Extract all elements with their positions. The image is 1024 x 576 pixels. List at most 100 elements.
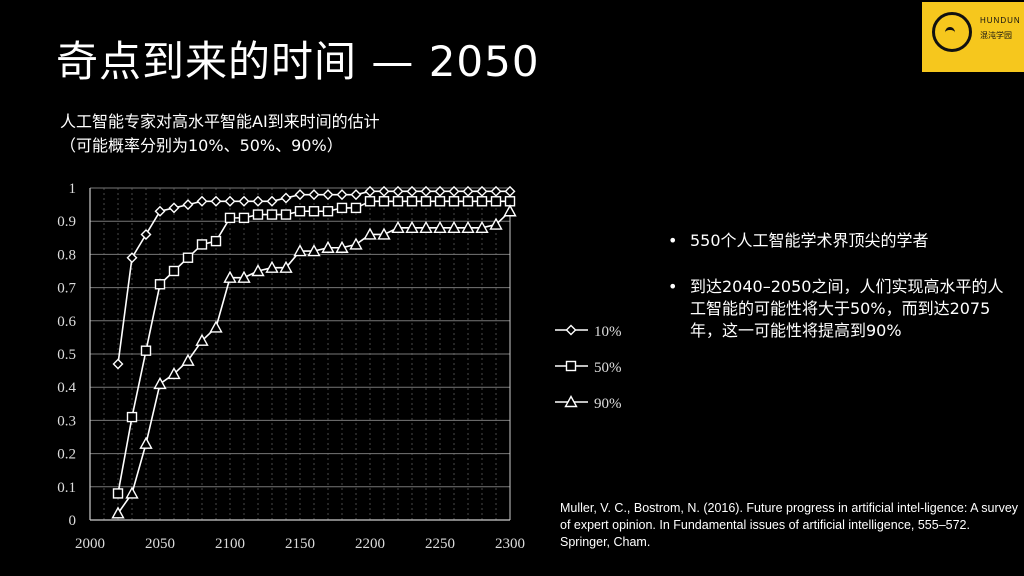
data-point-triangle [489,217,503,230]
data-point-triangle [447,220,461,234]
y-tick-label: 0.2 [57,447,76,463]
data-point-square [406,196,418,207]
data-point-square [336,202,348,214]
data-point-square [140,345,152,356]
data-point-diamond [322,189,334,201]
data-point-triangle [433,220,447,234]
bullet-text: 550个人工智能学术界顶尖的学者 [690,231,929,250]
data-point-triangle [111,506,125,519]
data-point-triangle [223,270,237,283]
bullet-dot-icon: • [668,231,678,250]
data-point-square [378,196,390,207]
data-point-diamond [308,189,320,201]
data-point-square [565,360,577,372]
logo-subtext: 混沌学园 [980,31,1012,40]
data-point-diamond [126,252,138,264]
data-point-square [126,411,138,423]
bullet-list: • 550个人工智能学术界顶尖的学者 • 到达2040–2050之间，人们实现高… [664,230,1014,366]
x-tick-label: 2100 [215,536,245,552]
data-point-diamond [350,189,362,201]
x-tick-label: 2300 [495,536,525,552]
data-point-diamond [462,185,474,197]
legend-label: 10% [594,324,622,340]
legend-label: 90% [594,396,622,412]
brand-logo: HUNDUN 混沌学园 [922,2,1024,72]
data-point-diamond [112,358,124,370]
chart-series [111,185,517,519]
data-point-diamond [266,195,278,207]
data-point-triangle [167,366,181,380]
data-point-square [350,202,362,214]
data-point-triangle [293,244,307,257]
y-tick-label: 0.8 [57,247,76,263]
chart-legend: 10% 50% 90% [555,324,622,412]
line-chart: 0 0.1 0.2 0.3 0.4 0.5 0.6 0.7 0.8 0.9 1 2000 2050 210… [57,181,622,552]
data-point-triangle [125,486,139,499]
legend-label: 50% [594,360,622,376]
data-point-square [252,209,264,220]
data-point-square [210,235,222,247]
data-point-square [238,212,250,224]
series-triangle [111,204,517,519]
data-point-triangle [181,353,195,366]
data-point-triangle [279,260,293,273]
data-point-square [476,196,488,207]
data-point-diamond [364,185,376,197]
y-tick-label: 1 [69,181,77,197]
data-point-triangle [195,333,209,346]
x-tick-label: 2200 [355,536,385,552]
data-point-diamond [504,185,516,197]
x-tick-label: 2050 [145,536,175,552]
data-point-diamond [490,185,502,197]
data-point-square [308,206,320,217]
logo-circle-icon [932,12,972,52]
data-point-triangle [564,395,578,408]
data-point-diamond [154,205,166,217]
data-point-diamond [420,185,432,197]
data-point-square [280,209,292,220]
bullet-item: • 到达2040–2050之间，人们实现高水平的人工智能的可能性将大于50%，而… [664,276,1014,342]
data-point-diamond [448,185,460,197]
data-point-diamond [378,185,390,197]
data-point-square [462,196,474,207]
data-point-square [266,209,278,220]
data-point-square [182,252,194,263]
data-point-square [392,196,404,207]
y-tick-label: 0 [69,513,77,529]
data-point-diamond [210,195,222,207]
data-point-diamond [476,185,488,197]
data-point-triangle [461,220,475,234]
data-point-triangle [209,320,223,333]
data-point-triangle [419,220,433,234]
bullet-text: 到达2040–2050之间，人们实现高水平的人工智能的可能性将大于50%，而到达… [690,277,1004,340]
subtitle-line-2: （可能概率分别为10%、50%、90%） [60,136,343,155]
data-point-triangle [405,220,419,234]
data-point-diamond [434,185,446,197]
data-point-triangle [377,227,391,240]
data-point-square [168,265,180,277]
data-point-square [224,212,236,224]
data-point-triangle [307,244,321,257]
data-point-diamond [140,228,152,240]
data-point-square [364,196,376,207]
data-point-triangle [335,240,349,253]
data-point-square [490,196,502,207]
data-point-triangle [321,240,335,253]
data-point-diamond [392,185,404,197]
data-point-diamond [406,185,418,197]
data-point-triangle [237,270,251,283]
data-point-diamond [565,324,577,336]
data-point-triangle [251,264,265,277]
data-point-square [322,206,334,217]
y-tick-label: 0.6 [57,314,76,330]
x-tick-label: 2150 [285,536,315,552]
citation-reference: Muller, V. C., Bostrom, N. (2016). Futur… [560,501,1019,549]
data-point-square [294,206,306,217]
data-point-triangle [265,260,279,273]
data-point-diamond [196,195,208,207]
data-point-triangle [475,220,489,234]
y-tick-label: 0.4 [57,380,76,396]
data-point-diamond [224,195,236,207]
data-point-triangle [503,204,517,217]
data-point-triangle [391,220,405,234]
